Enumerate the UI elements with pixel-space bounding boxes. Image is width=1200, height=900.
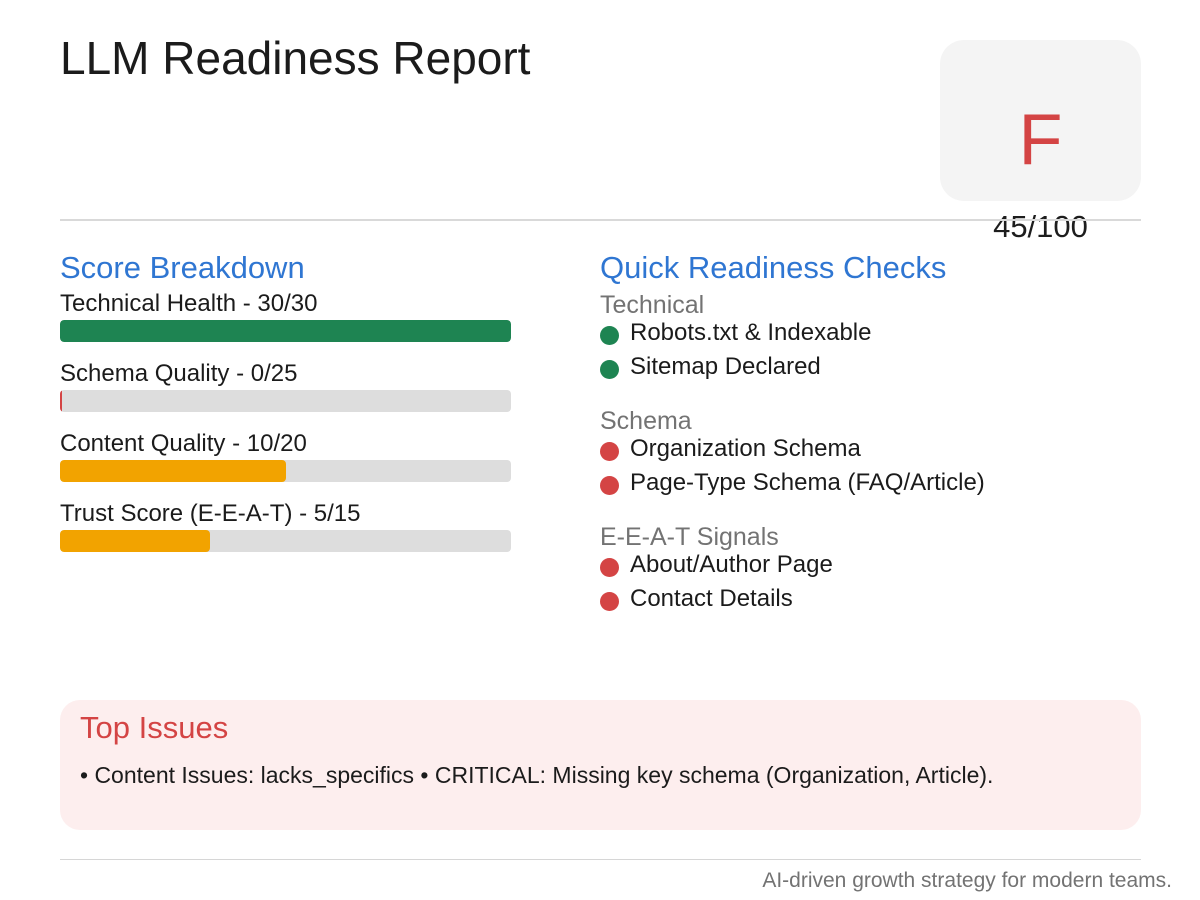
quick-readiness-checks-heading: Quick Readiness Checks xyxy=(600,250,947,285)
check-item-label: Page-Type Schema (FAQ/Article) xyxy=(630,469,985,496)
check-item-label: Robots.txt & Indexable xyxy=(630,319,872,346)
progress-bar-fill xyxy=(60,530,211,552)
score-breakdown-heading: Score Breakdown xyxy=(60,250,305,285)
footer-tagline: AI-driven growth strategy for modern tea… xyxy=(762,869,1172,892)
check-group-technical: Technical Robots.txt & Indexable Sitemap… xyxy=(600,291,1140,387)
check-item-label: Organization Schema xyxy=(630,435,861,462)
progress-bar-track xyxy=(60,460,511,482)
top-issues-text: • Content Issues: lacks_specifics • CRIT… xyxy=(80,762,994,788)
progress-bar-track xyxy=(60,390,511,412)
top-issues-title: Top Issues xyxy=(80,710,229,745)
check-item: Organization Schema xyxy=(600,435,1140,469)
check-group-label: E-E-A-T Signals xyxy=(600,523,779,551)
overall-score: 45/100 xyxy=(993,209,1088,244)
check-item: Robots.txt & Indexable xyxy=(600,319,1140,353)
fail-status-icon xyxy=(600,558,619,577)
metric-label: Technical Health - 30/30 xyxy=(60,290,318,317)
progress-bar-fill xyxy=(60,390,62,412)
metric-schema-quality: Schema Quality - 0/25 xyxy=(60,360,511,412)
page-title: LLM Readiness Report xyxy=(60,32,531,84)
metric-content-quality: Content Quality - 10/20 xyxy=(60,430,511,482)
metric-trust-score: Trust Score (E-E-A-T) - 5/15 xyxy=(60,500,511,552)
fail-status-icon xyxy=(600,476,619,495)
check-item-label: Contact Details xyxy=(630,585,793,612)
progress-bar-fill xyxy=(60,320,511,342)
check-item: About/Author Page xyxy=(600,551,1140,585)
progress-bar-fill xyxy=(60,460,286,482)
pass-status-icon xyxy=(600,360,619,379)
grade-letter: F xyxy=(1018,100,1063,180)
top-issues-panel: Top Issues • Content Issues: lacks_speci… xyxy=(60,700,1141,830)
metric-technical-health: Technical Health - 30/30 xyxy=(60,290,511,342)
check-group-schema: Schema Organization Schema Page-Type Sch… xyxy=(600,407,1140,503)
check-item: Contact Details xyxy=(600,585,1140,619)
fail-status-icon xyxy=(600,442,619,461)
check-group-label: Technical xyxy=(600,291,705,319)
check-group-eeat-signals: E-E-A-T Signals About/Author Page Contac… xyxy=(600,523,1140,619)
check-item: Page-Type Schema (FAQ/Article) xyxy=(600,469,1140,503)
check-item: Sitemap Declared xyxy=(600,353,1140,387)
progress-bar-track xyxy=(60,530,511,552)
metric-label: Schema Quality - 0/25 xyxy=(60,360,298,387)
metric-label: Content Quality - 10/20 xyxy=(60,430,307,457)
header-divider xyxy=(60,219,1141,221)
progress-bar-track xyxy=(60,320,511,342)
check-group-label: Schema xyxy=(600,407,692,435)
check-item-label: About/Author Page xyxy=(630,551,833,578)
fail-status-icon xyxy=(600,592,619,611)
check-item-label: Sitemap Declared xyxy=(630,353,821,380)
pass-status-icon xyxy=(600,326,619,345)
grade-card: F 45/100 xyxy=(940,40,1141,244)
metric-label: Trust Score (E-E-A-T) - 5/15 xyxy=(60,500,361,527)
footer-divider xyxy=(60,859,1141,860)
